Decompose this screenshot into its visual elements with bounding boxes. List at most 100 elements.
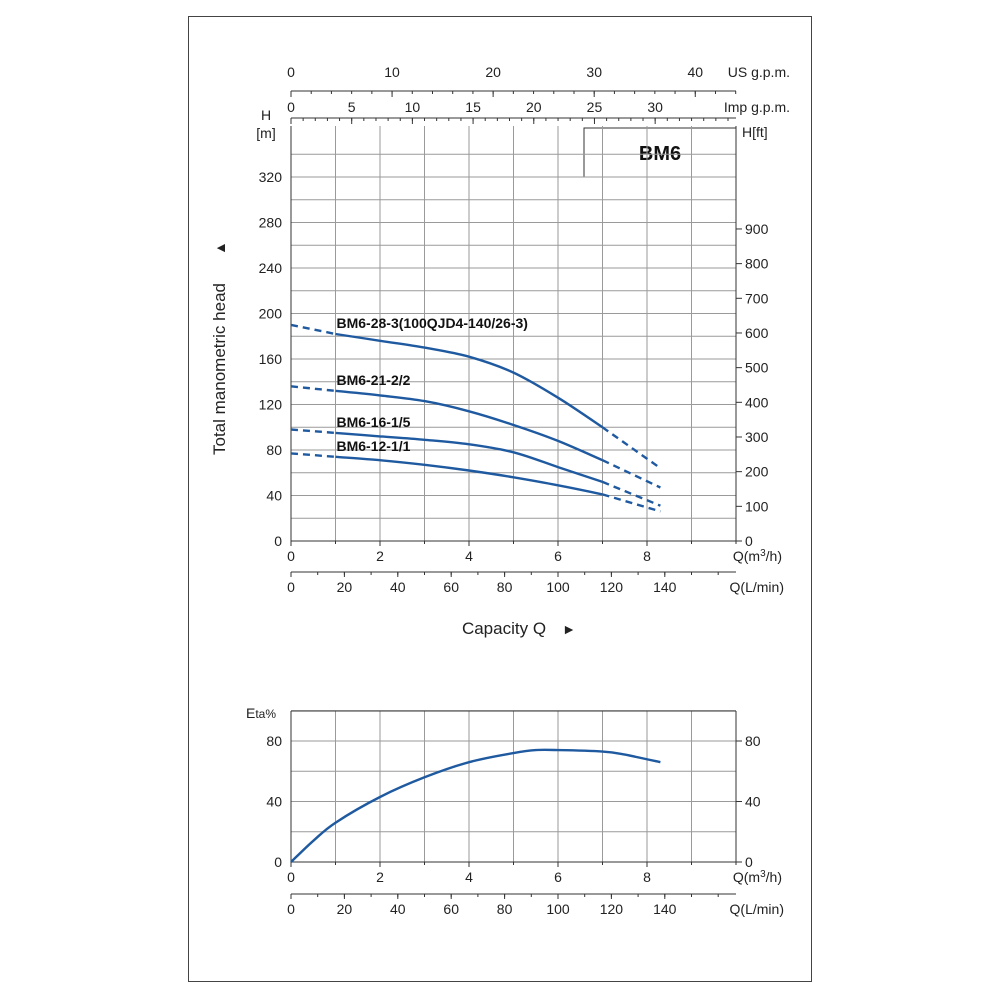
head-curve-dash-end (601, 426, 662, 470)
main-x-tick-label: 0 (287, 548, 295, 564)
main-x-unit-label: Q(m3/h) (733, 548, 782, 564)
eff-x-tick-label: 40 (390, 901, 406, 917)
head-curve-dash-start (290, 452, 336, 458)
main-x-tick-label: 80 (497, 579, 513, 595)
right-y-tick-label: 0 (745, 533, 753, 549)
left-y-tick-label: 200 (259, 306, 283, 322)
eff-right-tick-label: 0 (745, 854, 753, 870)
head-curve-dash-start (290, 385, 336, 393)
head-curve-2 (335, 389, 603, 462)
left-y-tick-label: 320 (259, 169, 283, 185)
eff-left-tick-label: 0 (274, 854, 282, 870)
main-x-tick-label: 4 (465, 548, 473, 564)
main-x-unit-prefix: Q(m (733, 548, 760, 564)
eff-right-tick-label: 40 (745, 794, 761, 810)
eff-x-tick-label: 6 (554, 869, 562, 885)
eff-x-tick-label: 20 (337, 901, 353, 917)
left-y-tick-label: 280 (259, 215, 283, 231)
right-y-tick-label: 600 (745, 325, 769, 341)
eff-x-tick-label: 8 (643, 869, 651, 885)
eff-right-tick-label: 80 (745, 733, 761, 749)
top-axis-tick-label: 0 (287, 64, 295, 80)
eff-x-tick-label: 4 (465, 869, 473, 885)
eff-x-tick-label: 100 (546, 901, 570, 917)
eff-x-tick-label: 120 (600, 901, 624, 917)
right-y-tick-label: 300 (745, 429, 769, 445)
eff-axis-unit-e: E (246, 705, 255, 721)
eff-x-unit-prefix: Q(m (733, 869, 760, 885)
chart-frame (188, 16, 812, 982)
main-x-unit-label: Q(L/min) (730, 579, 784, 595)
eff-x-tick-label: 2 (376, 869, 384, 885)
head-curve-label: BM6-16-1/5 (337, 414, 411, 430)
left-y-tick-label: 120 (259, 397, 283, 413)
head-curve-label: BM6-21-2/2 (337, 372, 411, 388)
left-y-tick-label: 0 (274, 533, 282, 549)
left-axis-unit-h: H (261, 107, 271, 123)
main-x-tick-label: 0 (287, 579, 295, 595)
eff-x-tick-label: 0 (287, 869, 295, 885)
head-curve-3 (335, 431, 603, 484)
head-curve-dash-end (602, 480, 661, 507)
top-axis-tick-label: 0 (287, 99, 295, 115)
eff-x-unit-suffix: /h) (766, 869, 782, 885)
right-axis-unit-ft: H[ft] (742, 124, 768, 140)
main-x-tick-label: 120 (600, 579, 624, 595)
right-y-tick-label: 400 (745, 394, 769, 410)
top-axis-tick-label: 5 (348, 99, 356, 115)
efficiency-curve (290, 748, 661, 863)
head-curve-dash-end (602, 493, 661, 513)
eff-x-tick-label: 80 (497, 901, 513, 917)
top-axis-unit-label: Imp g.p.m. (724, 99, 790, 115)
main-x-unit-suffix: /h) (766, 548, 782, 564)
left-y-tick-label: 40 (266, 488, 282, 504)
eff-x-tick-label: 60 (443, 901, 459, 917)
top-axis-tick-label: 25 (587, 99, 603, 115)
top-axis-tick-label: 20 (526, 99, 542, 115)
main-x-tick-label: 20 (337, 579, 353, 595)
left-y-tick-label: 80 (266, 442, 282, 458)
top-axis-tick-label: 10 (384, 64, 400, 80)
head-curve-label: BM6-28-3(100QJD4-140/26-3) (337, 315, 528, 331)
main-x-tick-label: 60 (443, 579, 459, 595)
right-y-tick-label: 800 (745, 256, 769, 272)
right-y-tick-label: 100 (745, 498, 769, 514)
left-y-tick-label: 240 (259, 260, 283, 276)
eff-axis-unit-suffix: ta% (255, 707, 276, 721)
main-x-tick-label: 140 (653, 579, 677, 595)
eff-x-tick-label: 0 (287, 901, 295, 917)
left-axis-unit-m: [m] (256, 125, 275, 141)
main-x-tick-label: 8 (643, 548, 651, 564)
head-curve-dash-start (290, 428, 336, 435)
right-y-tick-label: 500 (745, 360, 769, 376)
eff-x-unit-sup: 3 (760, 869, 766, 880)
x-axis-title-arrow: ► (562, 621, 576, 637)
head-curve-dash-start (290, 323, 336, 336)
eff-x-tick-label: 140 (653, 901, 677, 917)
main-x-unit-sup: 3 (760, 548, 766, 559)
eff-axis-unit: Eta% (246, 705, 276, 721)
head-curve-4 (335, 455, 603, 496)
chart-marks: 0408012016020024028032001002003004005006… (259, 64, 790, 917)
main-x-tick-label: 100 (546, 579, 570, 595)
right-y-tick-label: 700 (745, 290, 769, 306)
right-y-tick-label: 200 (745, 464, 769, 480)
top-axis-unit-label: US g.p.m. (728, 64, 790, 80)
side-axis-title: Total manometric head ▲ (210, 241, 229, 455)
eff-left-tick-label: 40 (266, 794, 282, 810)
top-axis-tick-label: 20 (485, 64, 501, 80)
top-axis-tick-label: 40 (687, 64, 703, 80)
top-axis-tick-label: 15 (465, 99, 481, 115)
top-axis-tick-label: 30 (647, 99, 663, 115)
head-curve-dash-end (601, 459, 661, 489)
top-axis-tick-label: 10 (405, 99, 421, 115)
right-y-tick-label: 900 (745, 221, 769, 237)
eff-x-unit-label: Q(L/min) (730, 901, 784, 917)
head-curve-1 (335, 332, 604, 429)
x-axis-title: Capacity Q (462, 619, 546, 638)
top-axis-tick-label: 30 (586, 64, 602, 80)
left-y-tick-label: 160 (259, 351, 283, 367)
main-x-tick-label: 2 (376, 548, 384, 564)
eff-left-tick-label: 80 (266, 733, 282, 749)
